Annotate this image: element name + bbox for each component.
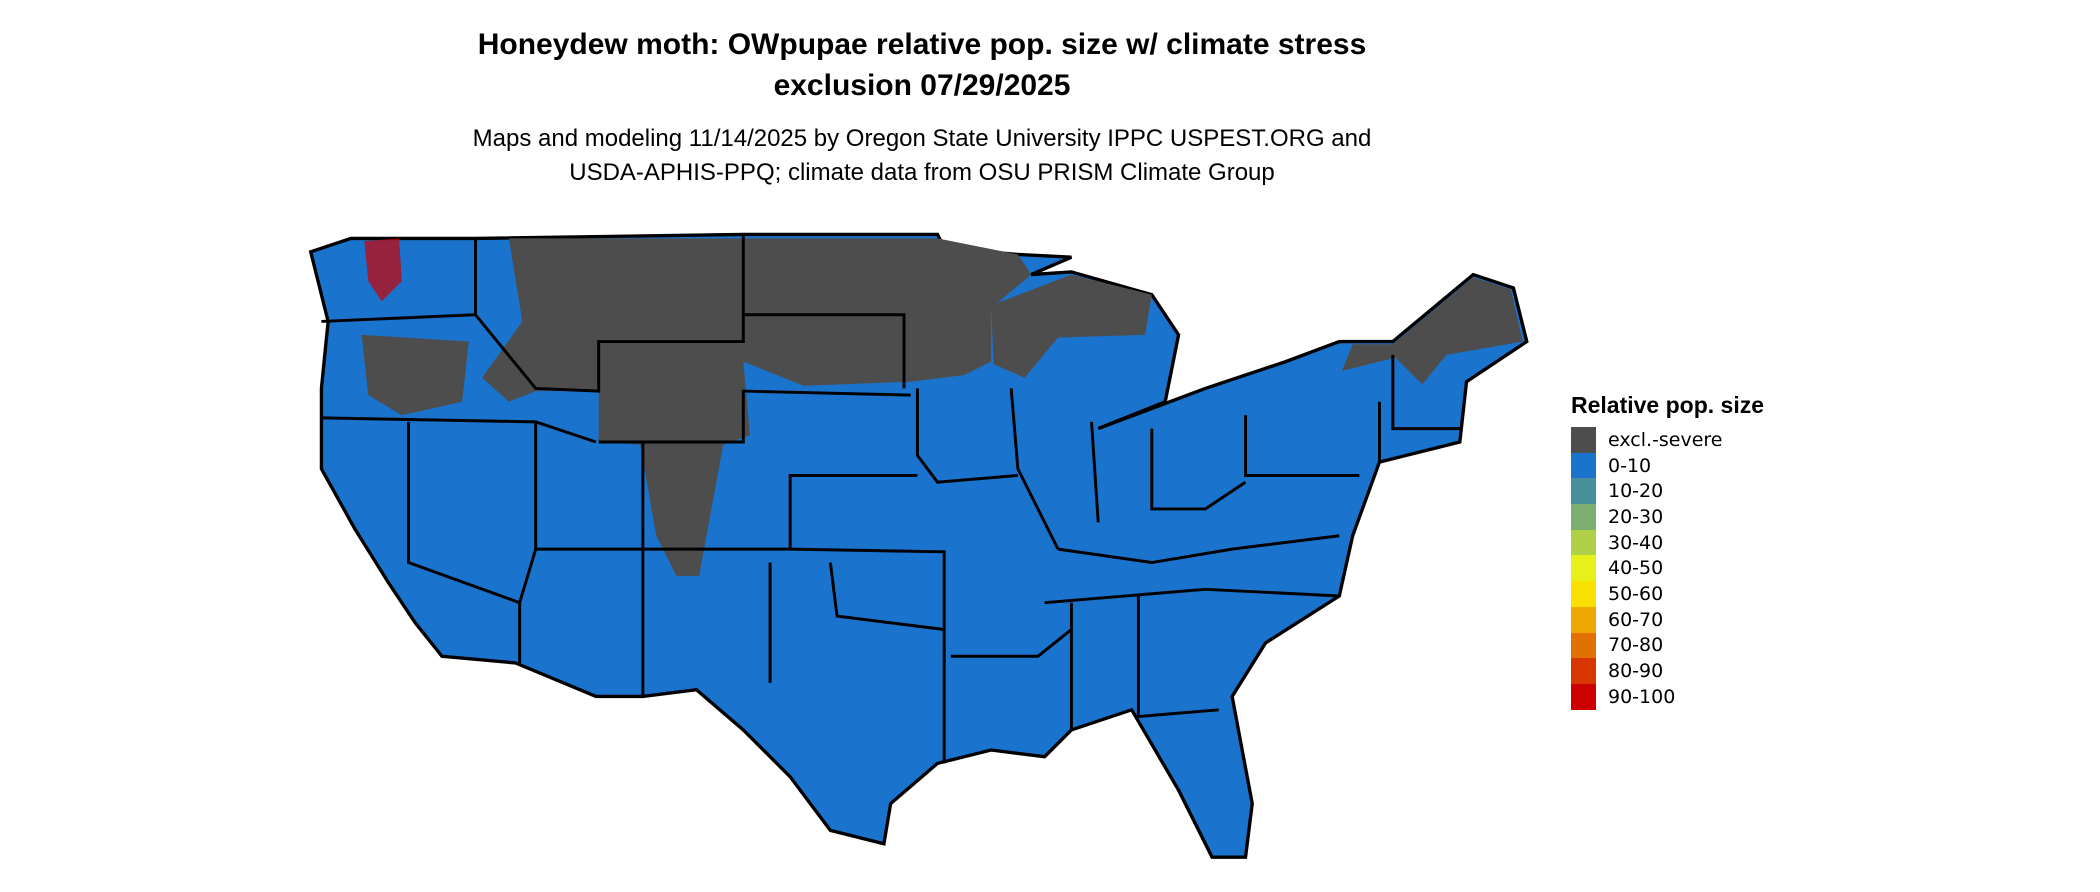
legend-item: 40-50 bbox=[1571, 555, 1764, 582]
legend-swatch bbox=[1571, 452, 1596, 479]
excluded-region-northeast bbox=[1341, 277, 1523, 385]
legend-label: 50-60 bbox=[1608, 582, 1664, 605]
excluded-region-cascades bbox=[361, 334, 469, 416]
legend: Relative pop. size excl.-severe 0-10 10-20… bbox=[1571, 392, 1764, 710]
legend-label: 40-50 bbox=[1608, 557, 1664, 580]
legend-label: 20-30 bbox=[1608, 505, 1664, 528]
legend-swatch bbox=[1571, 555, 1596, 582]
map-title-line-1: Honeydew moth: OWpupae relative pop. siz… bbox=[477, 28, 1367, 61]
legend-label: 0-10 bbox=[1608, 454, 1652, 477]
legend-swatch bbox=[1571, 581, 1596, 607]
legend-item: 50-60 bbox=[1571, 581, 1764, 607]
legend-swatch bbox=[1571, 529, 1596, 556]
legend-item: 60-70 bbox=[1571, 606, 1764, 633]
legend-label: 60-70 bbox=[1608, 608, 1664, 631]
legend-item: 0-10 bbox=[1571, 452, 1764, 479]
legend-item: 80-90 bbox=[1571, 658, 1764, 684]
legend-label: 90-100 bbox=[1608, 685, 1676, 708]
legend-swatch bbox=[1571, 658, 1596, 684]
legend-swatch bbox=[1571, 606, 1596, 633]
map-title-line-2: exclusion 07/29/2025 bbox=[773, 69, 1071, 102]
legend-swatch bbox=[1571, 427, 1596, 453]
legend-swatch bbox=[1571, 632, 1596, 659]
legend-label: 30-40 bbox=[1608, 531, 1664, 554]
legend-item: 70-80 bbox=[1571, 632, 1764, 659]
legend-label: 70-80 bbox=[1608, 634, 1664, 657]
excluded-region-north-plains bbox=[482, 238, 1032, 576]
subtitle-line-2: USDA-APHIS-PPQ; climate data from OSU PR… bbox=[569, 159, 1275, 186]
legend-item: 10-20 bbox=[1571, 478, 1764, 505]
high-value-spots-olympic bbox=[364, 238, 402, 302]
legend-item: 20-30 bbox=[1571, 504, 1764, 530]
legend-title: Relative pop. size bbox=[1571, 392, 1765, 418]
excluded-region-upper-michigan bbox=[991, 274, 1152, 378]
legend-label: excl.-severe bbox=[1608, 428, 1723, 451]
legend-label: 80-90 bbox=[1608, 660, 1664, 683]
legend-swatch bbox=[1571, 478, 1596, 505]
legend-label: 10-20 bbox=[1608, 480, 1664, 503]
legend-swatch bbox=[1571, 504, 1596, 530]
legend-item: excl.-severe bbox=[1571, 427, 1764, 453]
legend-item: 30-40 bbox=[1571, 529, 1764, 556]
state-boundaries bbox=[321, 234, 1460, 764]
legend-item: 90-100 bbox=[1571, 683, 1764, 710]
subtitle-line-1: Maps and modeling 11/14/2025 by Oregon S… bbox=[472, 125, 1372, 152]
legend-swatch bbox=[1571, 683, 1596, 710]
